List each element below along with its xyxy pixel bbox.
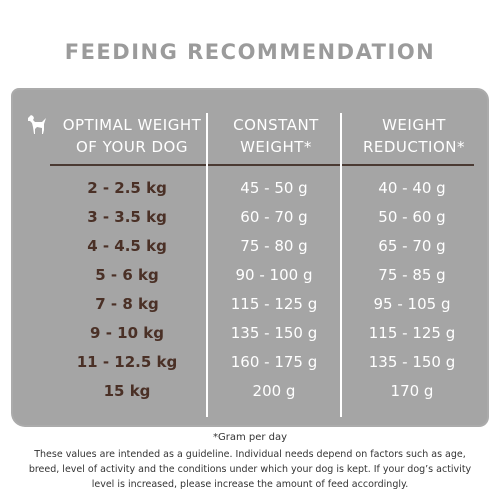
table-row: 7 - 8 kg 115 - 125 g 95 - 105 g bbox=[0, 290, 500, 318]
reduction-cell: 50 - 60 g bbox=[378, 208, 446, 226]
weight-cell: 9 - 10 kg bbox=[90, 324, 164, 342]
table-row: 2 - 2.5 kg 45 - 50 g 40 - 40 g bbox=[0, 174, 500, 202]
weight-cell: 11 - 12.5 kg bbox=[76, 353, 178, 371]
weight-cell: 3 - 3.5 kg bbox=[87, 208, 167, 226]
reduction-cell: 75 - 85 g bbox=[378, 266, 446, 284]
header-reduction-line2: REDUCTION* bbox=[362, 138, 466, 156]
header-constant-weight: CONSTANT WEIGHT* bbox=[215, 114, 337, 158]
dog-icon bbox=[28, 115, 46, 134]
reduction-cell: 115 - 125 g bbox=[368, 324, 456, 342]
table-row: 11 - 12.5 kg 160 - 175 g 135 - 150 g bbox=[0, 348, 500, 376]
reduction-cell: 65 - 70 g bbox=[378, 237, 446, 255]
constant-cell: 45 - 50 g bbox=[240, 179, 308, 197]
weight-cell: 2 - 2.5 kg bbox=[87, 179, 167, 197]
weight-cell: 7 - 8 kg bbox=[95, 295, 159, 313]
constant-cell: 200 g bbox=[252, 382, 296, 400]
reduction-cell: 40 - 40 g bbox=[378, 179, 446, 197]
column-divider-2 bbox=[340, 113, 342, 417]
header-weight-line1: OPTIMAL WEIGHT bbox=[62, 116, 202, 134]
table-row: 3 - 3.5 kg 60 - 70 g 50 - 60 g bbox=[0, 203, 500, 231]
weight-cell: 5 - 6 kg bbox=[95, 266, 159, 284]
constant-cell: 90 - 100 g bbox=[235, 266, 313, 284]
reduction-cell: 170 g bbox=[390, 382, 434, 400]
constant-cell: 60 - 70 g bbox=[240, 208, 308, 226]
header-constant-line2: WEIGHT* bbox=[240, 138, 312, 156]
table-row: 5 - 6 kg 90 - 100 g 75 - 85 g bbox=[0, 261, 500, 289]
constant-cell: 160 - 175 g bbox=[230, 353, 318, 371]
footnote-guideline: These values are intended as a guideline… bbox=[28, 449, 472, 490]
weight-cell: 15 kg bbox=[103, 382, 151, 400]
constant-cell: 75 - 80 g bbox=[240, 237, 308, 255]
header-weight-reduction: WEIGHT REDUCTION* bbox=[343, 114, 485, 158]
table-row: 15 kg 200 g 170 g bbox=[0, 377, 500, 405]
header-reduction-line1: WEIGHT bbox=[382, 116, 446, 134]
feeding-table-panel bbox=[13, 90, 487, 425]
header-weight-line2: OF YOUR DOG bbox=[75, 138, 188, 156]
footnote-gram-per-day: *Gram per day bbox=[212, 432, 288, 443]
column-divider-1 bbox=[206, 113, 208, 417]
reduction-cell: 135 - 150 g bbox=[368, 353, 456, 371]
table-row: 9 - 10 kg 135 - 150 g 115 - 125 g bbox=[0, 319, 500, 347]
header-divider bbox=[50, 164, 474, 166]
table-row: 4 - 4.5 kg 75 - 80 g 65 - 70 g bbox=[0, 232, 500, 260]
header-constant-line1: CONSTANT bbox=[233, 116, 319, 134]
reduction-cell: 95 - 105 g bbox=[373, 295, 451, 313]
header-optimal-weight: OPTIMAL WEIGHT OF YOUR DOG bbox=[48, 114, 216, 158]
constant-cell: 115 - 125 g bbox=[230, 295, 318, 313]
weight-cell: 4 - 4.5 kg bbox=[87, 237, 167, 255]
page-title: FEEDING RECOMMENDATION bbox=[64, 40, 436, 64]
constant-cell: 135 - 150 g bbox=[230, 324, 318, 342]
